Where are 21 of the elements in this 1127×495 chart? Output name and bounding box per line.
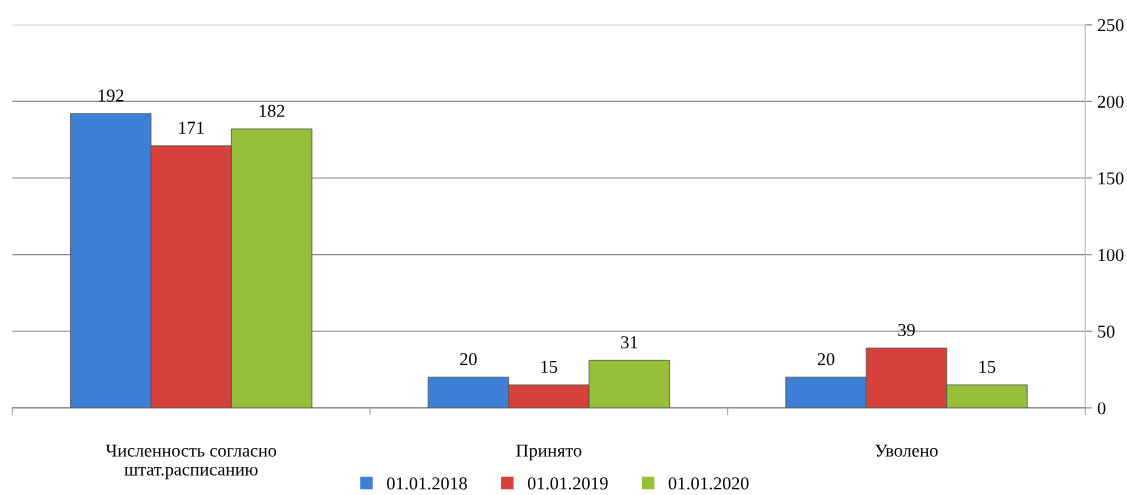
x-tick-label: Численность согласно штат.расписанию	[105, 444, 277, 480]
data-label: 20	[460, 353, 477, 366]
legend-label: 01.01.2019	[527, 477, 608, 490]
x-tick-label: Принято	[516, 444, 582, 461]
data-label: 20	[817, 353, 835, 366]
y-tick-label: 0	[1097, 402, 1106, 415]
data-label: 182	[259, 104, 285, 117]
y-tick-label: 100	[1098, 248, 1124, 262]
legend-label: 01.01.2018	[387, 477, 467, 490]
data-label: 171	[179, 121, 204, 134]
y-tick-label: 50	[1098, 325, 1115, 338]
y-tick-label: 250	[1097, 19, 1124, 32]
data-label: 192	[98, 89, 124, 102]
data-label: 31	[621, 336, 638, 349]
data-label: 39	[898, 323, 915, 337]
x-tick-label: Уволено	[875, 444, 938, 457]
legend-label: 01.01.2020	[668, 477, 749, 490]
data-label: 15	[541, 360, 558, 373]
y-tick-label: 200	[1097, 95, 1124, 108]
y-tick-label: 150	[1098, 172, 1124, 185]
data-label: 15	[979, 360, 996, 373]
